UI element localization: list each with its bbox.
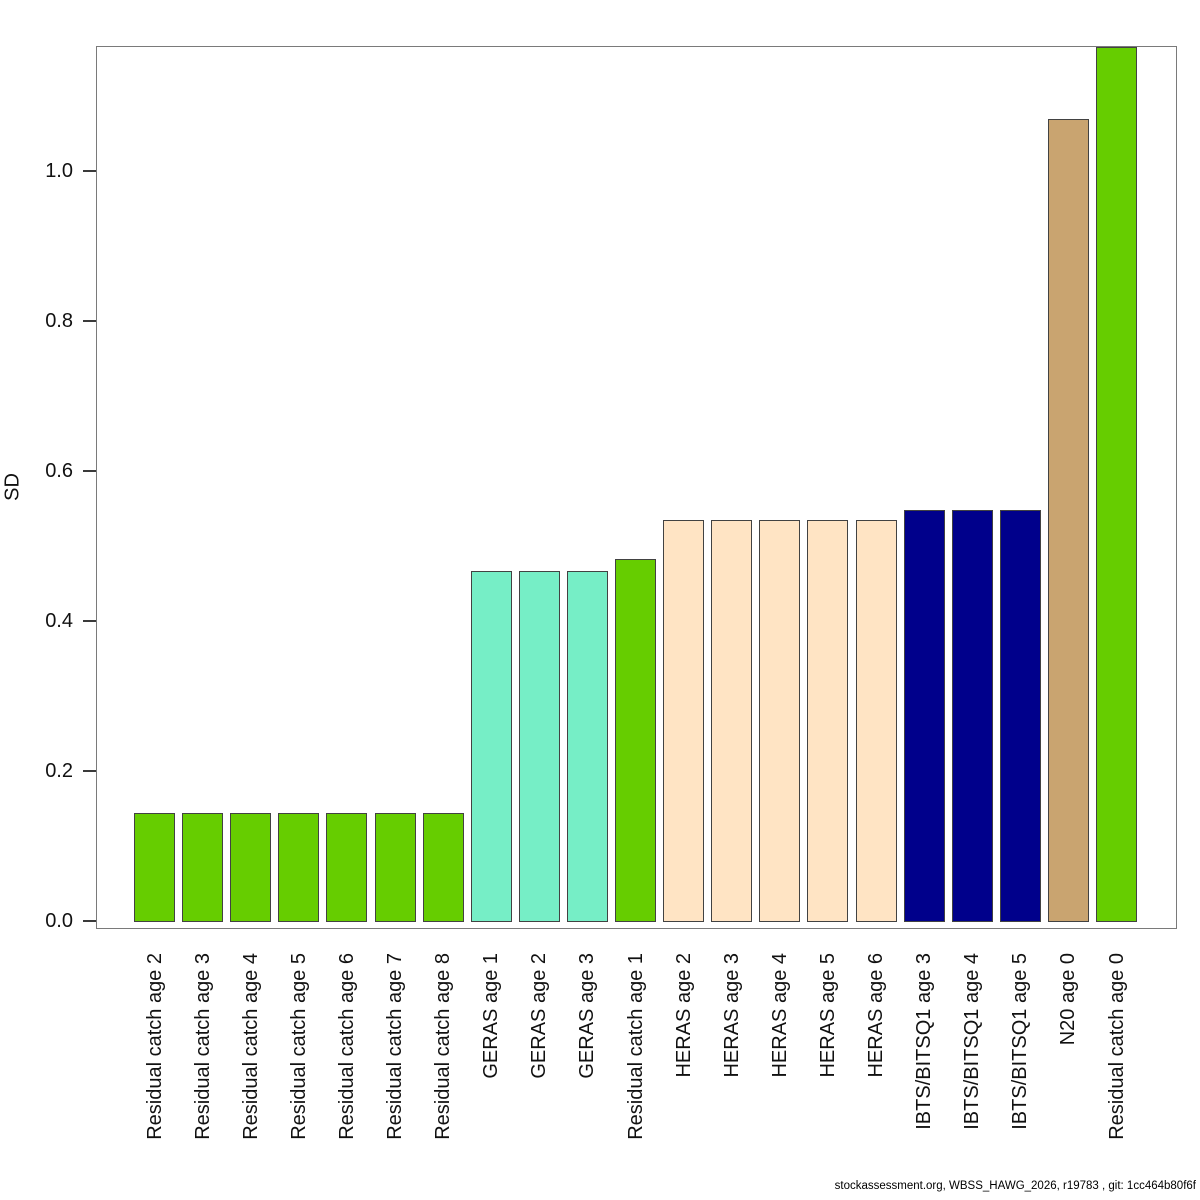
x-category-label: HERAS age 2 [672, 953, 695, 1078]
bar [999, 510, 1041, 922]
x-category-label: N20 age 0 [1057, 953, 1080, 1046]
x-category-label: Residual catch age 4 [239, 953, 262, 1140]
y-tick-mark [83, 620, 96, 622]
bar [326, 813, 368, 922]
x-category-label: Residual catch age 2 [143, 953, 166, 1140]
x-category-label: GERAS age 2 [528, 953, 551, 1079]
bar [278, 813, 320, 922]
x-category-label: IBTS/BITSQ1 age 5 [1009, 953, 1032, 1130]
x-category-label: HERAS age 3 [720, 953, 743, 1078]
x-category-label: HERAS age 5 [816, 953, 839, 1078]
x-category-label: Residual catch age 7 [384, 953, 406, 1140]
x-category-label: GERAS age 3 [576, 953, 599, 1079]
bar [663, 519, 705, 922]
x-category-label: Residual catch age 1 [624, 953, 647, 1140]
bar [807, 519, 849, 922]
x-category-label: IBTS/BITSQ1 age 3 [913, 953, 936, 1130]
bar [566, 570, 608, 922]
y-tick-mark [83, 320, 96, 322]
y-tick-mark [83, 470, 96, 472]
bar [615, 558, 656, 922]
bar [759, 519, 801, 922]
bar [1047, 118, 1089, 922]
bar [470, 570, 512, 922]
y-tick-label: 0.2 [45, 760, 73, 782]
bar [903, 510, 945, 922]
y-tick-label: 0.6 [45, 460, 73, 482]
x-category-label: Residual catch age 8 [432, 953, 455, 1140]
x-category-label: IBTS/BITSQ1 age 4 [961, 953, 984, 1130]
x-category-label: Residual catch age 5 [287, 953, 310, 1140]
x-category-label: Residual catch age 6 [335, 953, 358, 1140]
footer-caption: stockassessment.org, WBSS_HAWG_2026, r19… [834, 1180, 1196, 1192]
bar [422, 813, 464, 922]
y-tick-label: 0.4 [45, 610, 73, 632]
bar [230, 813, 272, 922]
x-category-label: HERAS age 4 [768, 953, 791, 1078]
bar [134, 813, 175, 922]
x-category-label: Residual catch age 0 [1105, 953, 1128, 1140]
bar [182, 813, 224, 922]
y-tick-mark [83, 920, 96, 922]
x-category-label: Residual catch age 3 [191, 953, 214, 1140]
y-tick-label: 0.8 [45, 310, 73, 332]
bar [855, 519, 897, 922]
x-category-label: HERAS age 6 [865, 953, 887, 1078]
bar [1096, 46, 1137, 922]
y-tick-mark [83, 770, 96, 772]
y-axis-title: SD [1, 473, 24, 501]
bar [711, 519, 753, 922]
bar [374, 813, 416, 922]
bar [518, 570, 560, 922]
x-category-label: GERAS age 1 [480, 953, 503, 1079]
y-tick-label: 0.0 [45, 910, 73, 932]
bar [951, 510, 993, 922]
y-tick-mark [83, 170, 96, 172]
y-tick-label: 1.0 [45, 160, 73, 182]
